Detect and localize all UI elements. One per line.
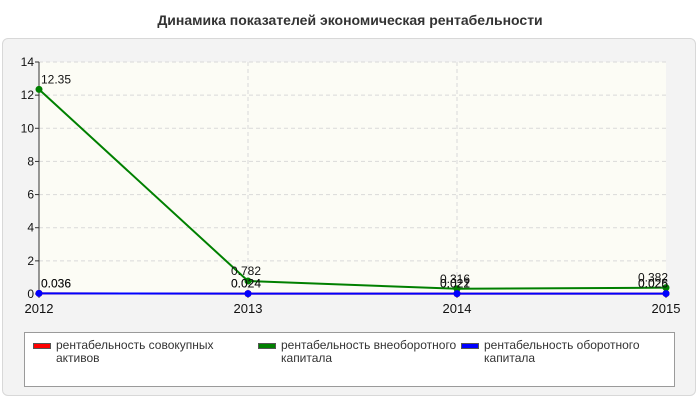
data-label: 0.036 — [41, 276, 71, 290]
data-point — [35, 85, 43, 93]
data-label: 0.024 — [231, 277, 261, 291]
legend-label-series-2: рентабельность внеоборотного капитала — [281, 338, 457, 365]
data-point — [244, 277, 252, 285]
data-label: 0.021 — [440, 277, 470, 291]
data-point — [35, 289, 43, 297]
legend-label-series-1: рентабельность совокупных активов — [56, 338, 214, 365]
data-point — [662, 290, 670, 298]
data-label: 0.026 — [638, 277, 668, 291]
legend-label-series-3: рентабельность оборотного капитала — [484, 338, 640, 365]
data-label: 0.025 — [638, 277, 668, 291]
data-label: 0.022 — [440, 277, 470, 291]
data-label: 0.316 — [440, 272, 470, 286]
y-tick-label: 8 — [27, 154, 34, 168]
data-label: 0.382 — [638, 271, 668, 285]
series-line-2 — [38, 88, 667, 290]
x-tick-label: 2013 — [234, 301, 263, 316]
y-tick-label: 4 — [27, 221, 34, 235]
plot-area — [39, 62, 666, 294]
x-tick-label: 2015 — [652, 301, 681, 316]
data-point — [453, 285, 461, 293]
data-point — [662, 284, 670, 292]
y-tick-label: 10 — [21, 121, 35, 135]
data-label: 12.35 — [41, 72, 71, 86]
legend-swatch-series-2 — [258, 343, 276, 349]
legend-swatch-series-1 — [33, 343, 51, 349]
y-tick-label: 0 — [27, 287, 34, 301]
y-tick-label: 2 — [27, 254, 34, 268]
data-point — [244, 290, 252, 298]
y-tick-label: 12 — [21, 88, 35, 102]
chart-legend: рентабельность совокупных активов рентаб… — [24, 332, 675, 387]
y-tick-label: 14 — [21, 55, 35, 69]
data-point — [453, 290, 461, 298]
data-label: 0.036 — [41, 276, 71, 290]
legend-swatch-series-3 — [461, 343, 479, 349]
x-tick-label: 2014 — [443, 301, 472, 316]
chart-title: Динамика показателей экономическая рента… — [157, 12, 543, 28]
data-label: 0.024 — [231, 277, 261, 291]
x-tick-label: 2012 — [25, 301, 54, 316]
data-label: 0.782 — [231, 264, 261, 278]
y-tick-label: 6 — [27, 188, 34, 202]
